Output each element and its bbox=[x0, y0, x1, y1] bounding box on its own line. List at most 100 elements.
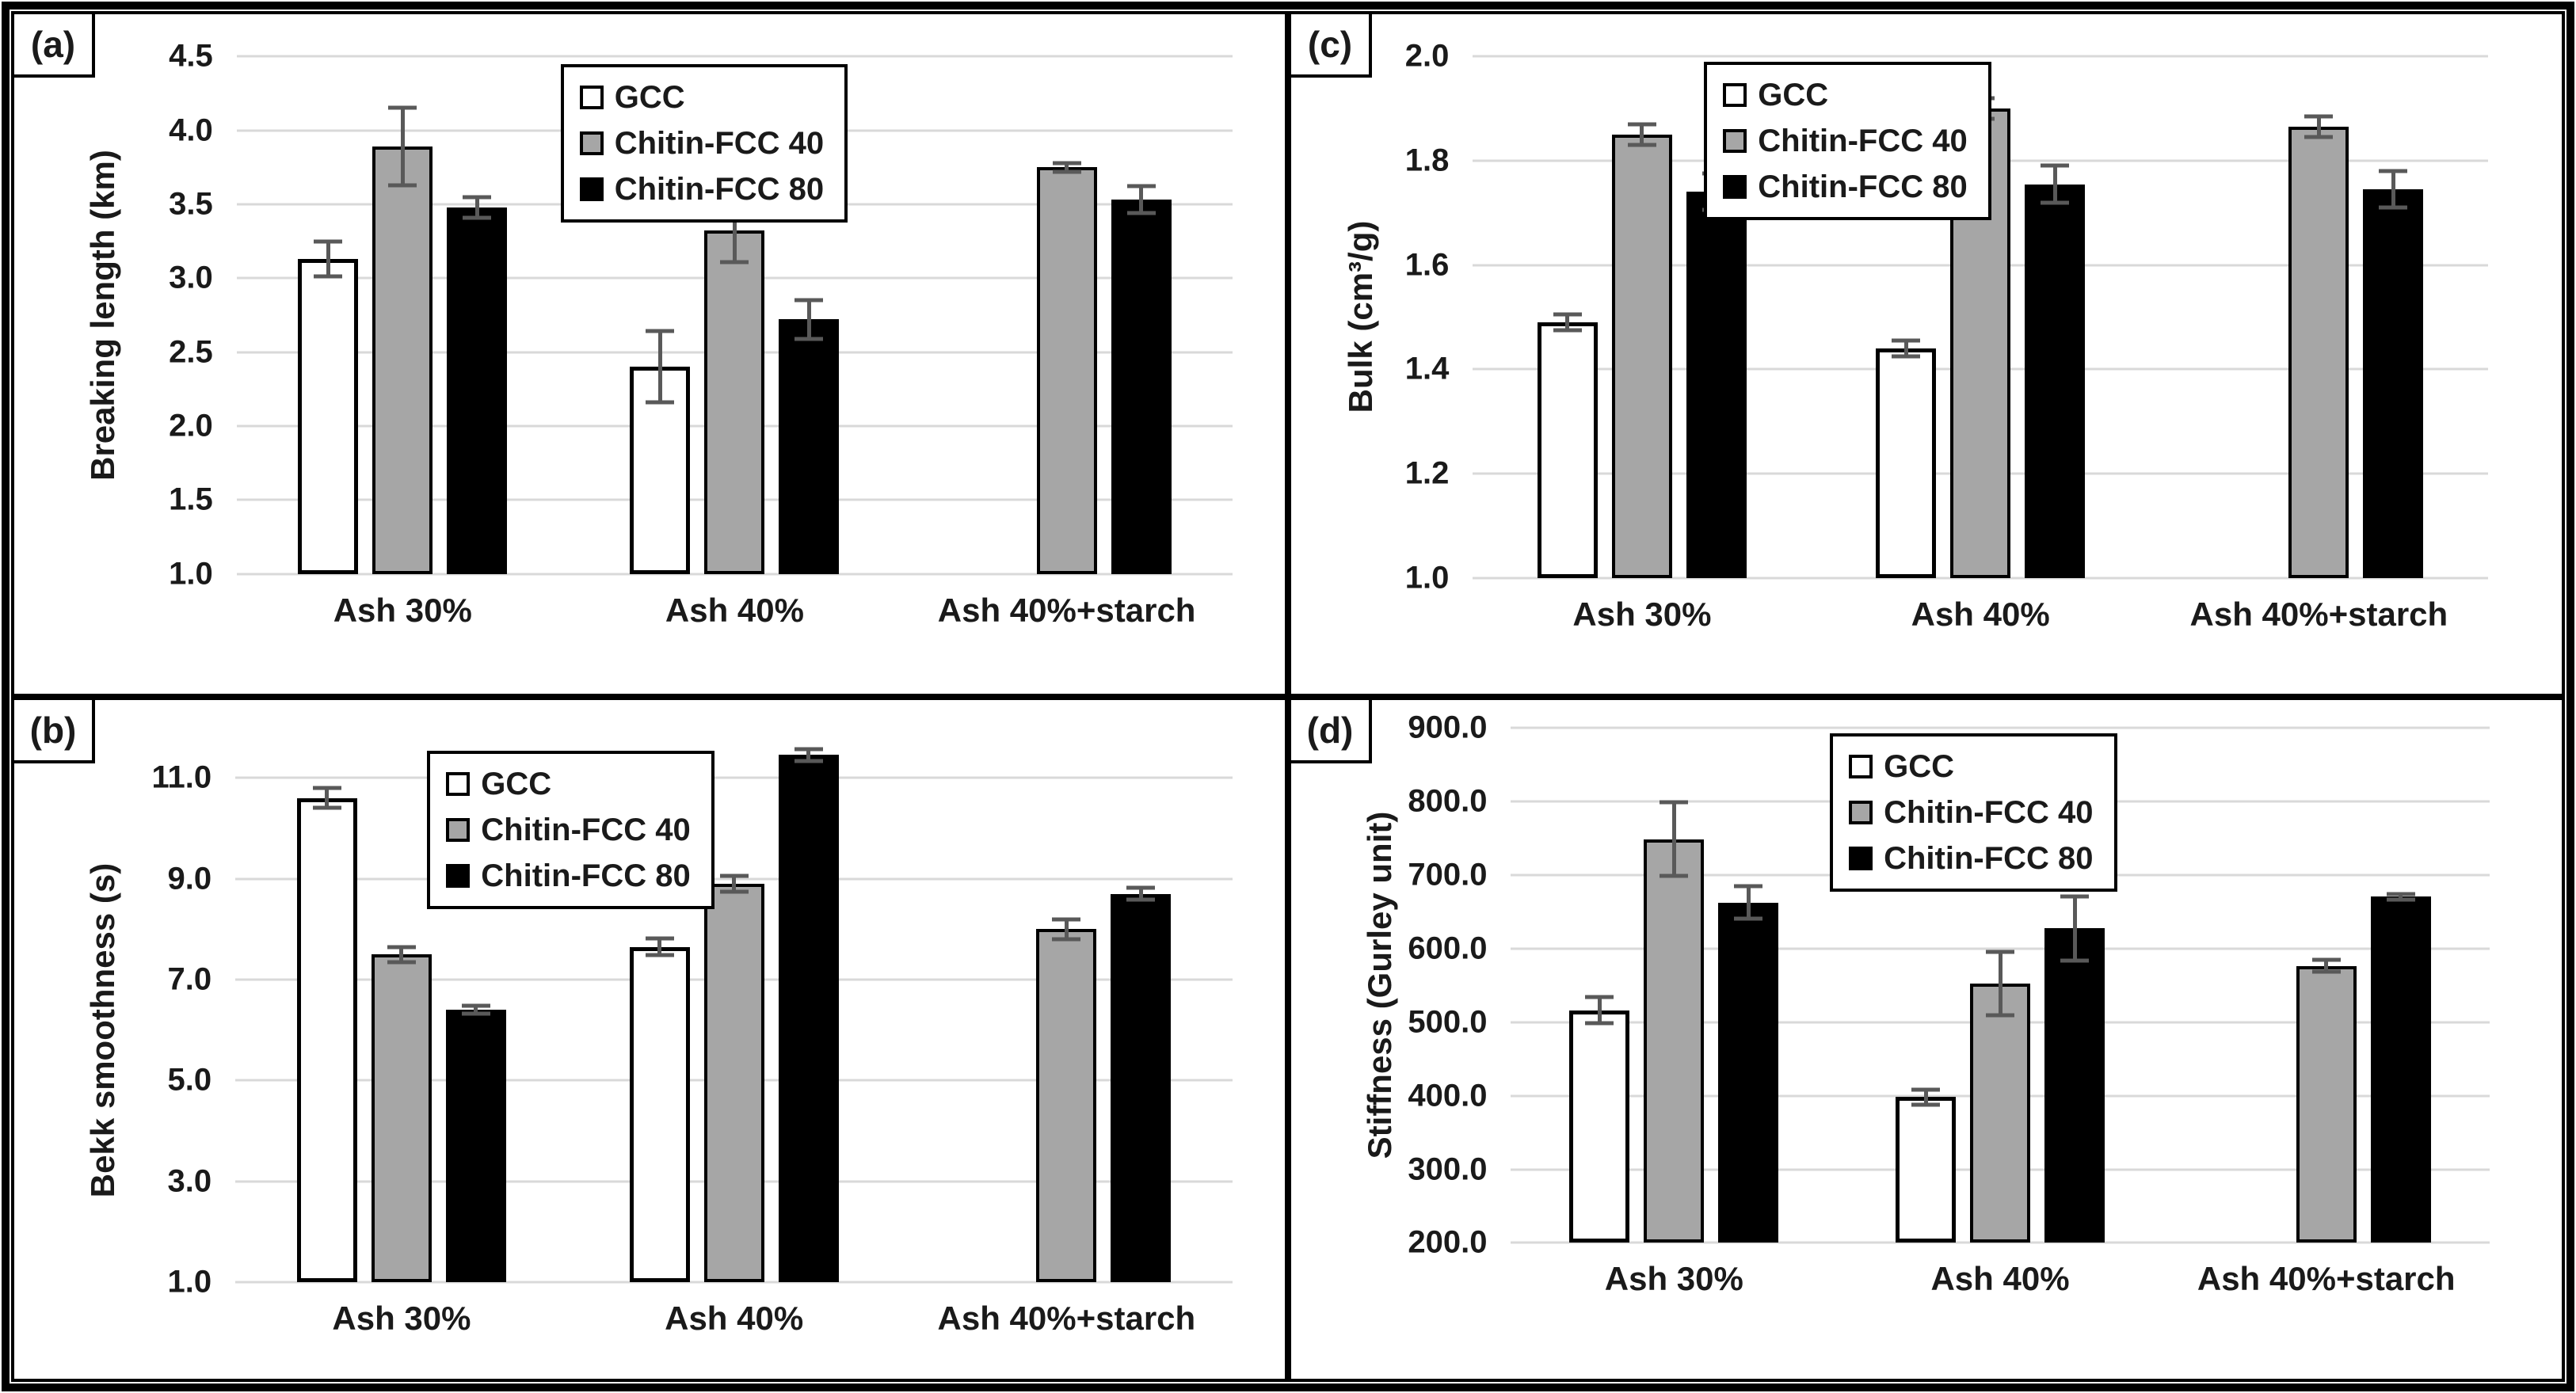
plot-area: 11.0 9.0 7.0 5.0 3.0 1.0 Ash 30% Ash 40% Ash 40%… bbox=[151, 747, 1233, 1337]
bar-chitin-fcc-80-group1 bbox=[1718, 902, 1779, 1243]
error-bar-cap bbox=[1734, 916, 1763, 921]
legend-item: GCC bbox=[1723, 78, 1967, 112]
error-bar bbox=[1138, 887, 1143, 900]
legend-item: GCC bbox=[446, 767, 690, 801]
error-bar bbox=[2072, 896, 2077, 961]
bar-chitin-fcc-80-group3 bbox=[2370, 896, 2431, 1243]
bar-chitin-fcc-40-group1 bbox=[1644, 839, 1705, 1243]
legend-swatch-icon bbox=[446, 863, 471, 888]
error-bar-cap bbox=[388, 105, 417, 110]
legend-item: Chitin-FCC 80 bbox=[1723, 169, 1968, 204]
y-axis-title: Bekk smoothness (s) bbox=[84, 862, 122, 1197]
y-tick-label: 1.0 bbox=[169, 556, 213, 592]
legend-swatch-icon bbox=[1849, 755, 1873, 779]
error-bar-cap bbox=[1986, 1013, 2015, 1018]
error-bar-cap bbox=[2379, 205, 2408, 210]
error-bar-cap bbox=[1911, 1102, 1941, 1107]
error-bar-cap bbox=[1660, 873, 1689, 878]
y-tick-label: 3.5 bbox=[169, 186, 213, 222]
legend-item: Chitin-FCC 80 bbox=[1849, 841, 2094, 877]
x-category-label: Ash 40% bbox=[1911, 595, 2050, 633]
y-axis-title: Breaking length (km) bbox=[84, 149, 122, 481]
legend-swatch-icon bbox=[579, 85, 604, 109]
error-bar-cap bbox=[795, 298, 824, 303]
bar-chitin-fcc-80-group2 bbox=[2044, 928, 2105, 1243]
panel-c: (c) Bulk (cm³/g) 2.0 1.8 1.6 1.4 1.2 1.0 Ash 30%… bbox=[1288, 11, 2565, 697]
error-bar bbox=[2324, 960, 2329, 972]
panel-b: (b) Bekk smoothness (s) 11.0 9.0 7.0 5.0 3.0 1.… bbox=[11, 696, 1288, 1382]
error-bar-cap bbox=[312, 805, 341, 810]
error-bar-cap bbox=[2379, 169, 2408, 173]
bar-chitin-fcc-80-group3 bbox=[1111, 893, 1172, 1283]
legend-swatch-icon bbox=[446, 817, 471, 842]
error-bar bbox=[1640, 124, 1644, 146]
error-bar-cap bbox=[1126, 897, 1156, 902]
legend-swatch-icon bbox=[1723, 129, 1747, 154]
bar-gcc-group2 bbox=[1876, 348, 1937, 578]
error-bar bbox=[732, 200, 737, 262]
legend-swatch-icon bbox=[579, 131, 604, 155]
bar-gcc-group2 bbox=[1896, 1097, 1957, 1243]
error-bar-cap bbox=[312, 786, 341, 790]
y-tick-label: 900.0 bbox=[1408, 710, 1488, 745]
error-bar bbox=[1065, 162, 1069, 172]
error-bar bbox=[1139, 186, 1144, 214]
legend-item-label: Chitin-FCC 40 bbox=[481, 812, 691, 847]
error-bar-cap bbox=[794, 747, 823, 752]
x-category-label: Ash 40% bbox=[665, 1300, 804, 1338]
legend-swatch-icon bbox=[1723, 175, 1747, 200]
y-tick-label: 3.0 bbox=[169, 260, 213, 295]
legend-swatch-icon bbox=[446, 771, 471, 796]
x-category-label: Ash 30% bbox=[333, 591, 472, 629]
error-bar-cap bbox=[1126, 184, 1156, 188]
error-bar-cap bbox=[1052, 917, 1081, 921]
error-bar-cap bbox=[720, 260, 749, 265]
y-tick-label: 1.8 bbox=[1404, 143, 1450, 178]
y-tick-label: 600.0 bbox=[1408, 931, 1488, 966]
error-bar-cap bbox=[719, 873, 749, 878]
error-bar bbox=[1064, 919, 1069, 939]
error-bar-cap bbox=[1126, 885, 1156, 890]
bar-chitin-fcc-40-group1 bbox=[371, 954, 432, 1283]
panel-label-d: (d) bbox=[1288, 696, 1372, 763]
error-bar bbox=[2316, 116, 2321, 138]
error-bar-cap bbox=[2060, 958, 2090, 963]
error-bar bbox=[399, 946, 404, 962]
error-bar bbox=[806, 300, 811, 339]
error-bar-cap bbox=[2311, 957, 2341, 962]
legend-swatch-icon bbox=[1849, 847, 1873, 871]
error-bar-cap bbox=[1126, 211, 1156, 215]
legend-swatch-icon bbox=[579, 177, 604, 201]
legend-item-label: Chitin-FCC 40 bbox=[1884, 795, 2094, 831]
y-tick-label: 1.0 bbox=[167, 1264, 212, 1300]
error-bar-cap bbox=[387, 960, 416, 965]
y-tick-label: 1.2 bbox=[1404, 455, 1450, 491]
error-bar-cap bbox=[1553, 312, 1582, 317]
bar-gcc-group2 bbox=[629, 946, 690, 1283]
legend-item-label: Chitin-FCC 80 bbox=[1884, 841, 2094, 877]
error-bar-cap bbox=[719, 889, 749, 894]
gridline bbox=[1473, 55, 2488, 58]
x-category-label: Ash 30% bbox=[1604, 1260, 1743, 1298]
error-bar bbox=[1671, 802, 1676, 877]
error-bar bbox=[1923, 1090, 1928, 1105]
error-bar bbox=[2399, 893, 2403, 900]
y-tick-label: 9.0 bbox=[167, 861, 212, 896]
error-bar-cap bbox=[387, 945, 416, 950]
error-bar-cap bbox=[1052, 937, 1081, 942]
bar-chitin-fcc-40-group2 bbox=[1970, 984, 2031, 1243]
error-bar-cap bbox=[1585, 995, 1614, 999]
y-tick-label: 800.0 bbox=[1408, 783, 1488, 819]
legend-item-label: GCC bbox=[1884, 749, 1954, 785]
error-bar bbox=[657, 331, 662, 402]
y-tick-label: 2.0 bbox=[169, 408, 213, 443]
error-bar-cap bbox=[463, 195, 492, 199]
bar-gcc-group1 bbox=[1569, 1010, 1630, 1243]
bar-chitin-fcc-40-group3 bbox=[1036, 929, 1097, 1283]
error-bar bbox=[1746, 886, 1751, 919]
bar-chitin-fcc-80-group1 bbox=[447, 207, 508, 574]
x-category-label: Ash 40% bbox=[665, 591, 804, 629]
error-bar-cap bbox=[645, 953, 674, 957]
